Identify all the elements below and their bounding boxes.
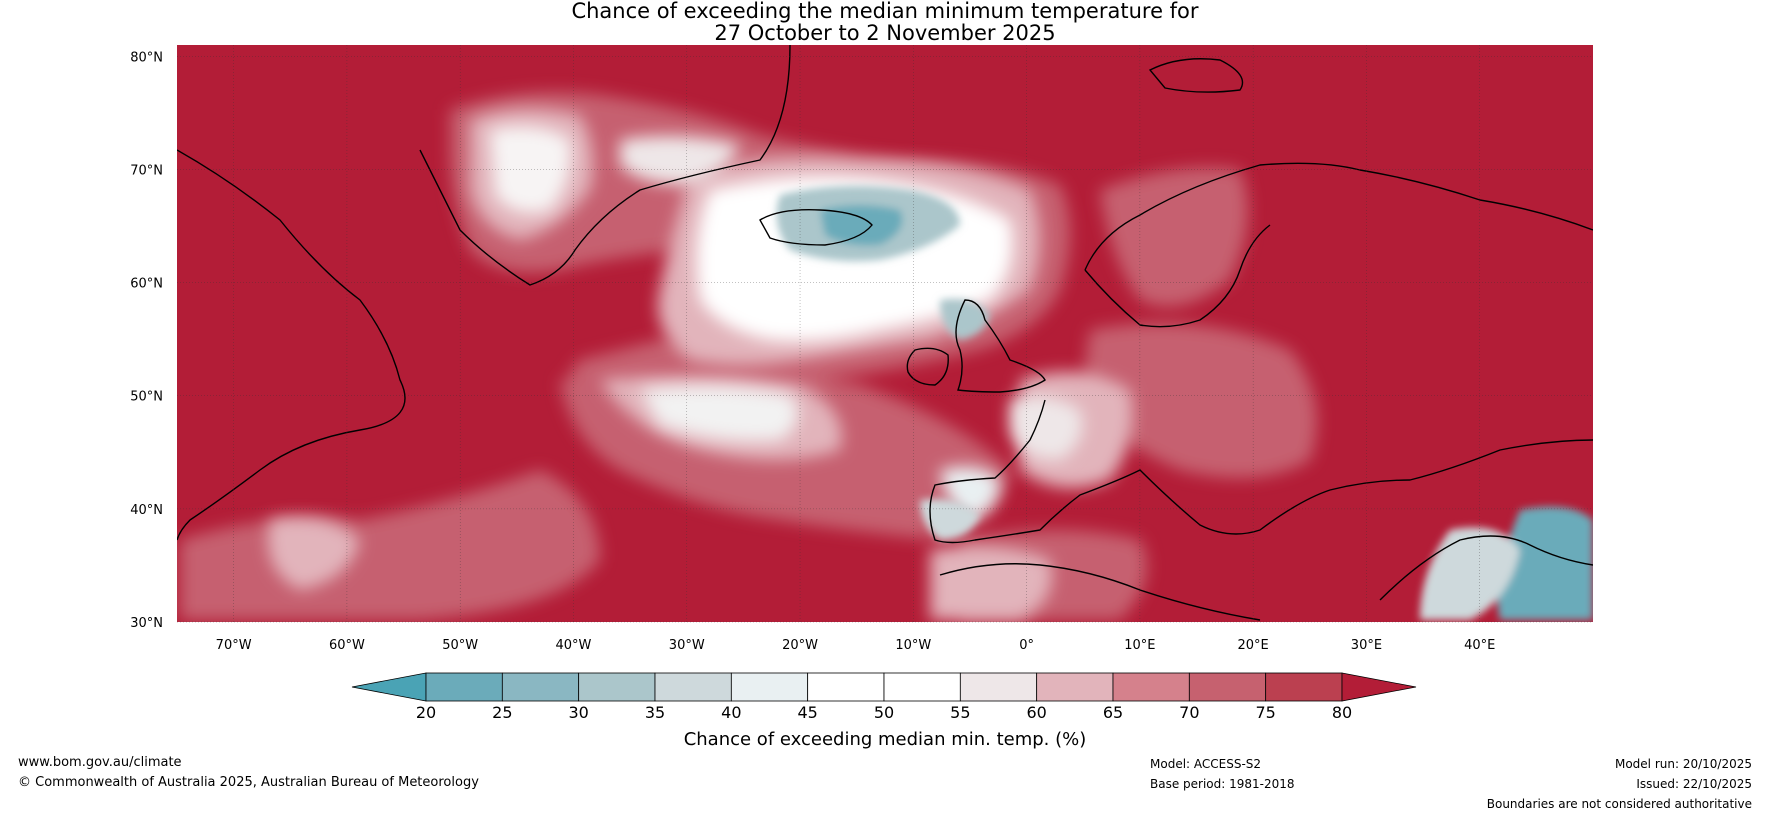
latitude-tick-label: 50°N	[130, 390, 163, 405]
footer-website: www.bom.gov.au/climate	[18, 755, 182, 770]
coastline-ireland	[906, 347, 949, 386]
footer-model: Model: ACCESS-S2	[1150, 757, 1262, 771]
footer-boundaries-note: Boundaries are not considered authoritat…	[1486, 797, 1752, 811]
coastline-eastern-mediterranean	[1379, 535, 1593, 601]
probability-field	[180, 92, 1593, 620]
colorbar-segment	[959, 672, 1038, 702]
coastline-iceland	[759, 209, 873, 246]
colorbar-segment	[501, 672, 580, 702]
footer-copyright: © Commonwealth of Australia 2025, Austra…	[18, 775, 479, 790]
latitude-tick-label: 40°N	[130, 503, 163, 518]
footer-model-run: Model run: 20/10/2025	[1614, 757, 1752, 771]
footer-base-period: Base period: 1981-2018	[1150, 777, 1295, 791]
longitude-tick-label: 40°E	[1464, 638, 1495, 653]
longitude-tick-label: 70°W	[216, 638, 252, 653]
colorbar-segment	[1036, 672, 1114, 702]
map-title-line-1: Chance of exceeding the median minimum t…	[571, 0, 1199, 23]
latitude-tick-label: 60°N	[130, 277, 163, 292]
colorbar-tick-label: 30	[568, 703, 588, 722]
colorbar-segment	[1188, 672, 1267, 702]
colorbar-segment	[425, 672, 503, 702]
colorbar-extend-low	[351, 672, 427, 702]
longitude-labels: 70°W 60°W 50°W 40°W 30°W 20°W 10°W 0° 10°E 20°E 30…	[216, 638, 1496, 653]
longitude-tick-label: 20°W	[782, 638, 818, 653]
coastline-great-britain	[955, 299, 1046, 393]
longitude-tick-label: 20°E	[1238, 638, 1269, 653]
colorbar	[351, 672, 1417, 702]
coastline-greenland	[419, 45, 791, 286]
longitude-tick-label: 10°W	[895, 638, 931, 653]
colorbar-tick-label: 65	[1103, 703, 1123, 722]
colorbar-tick-label: 25	[492, 703, 512, 722]
coastline-scandinavia-south	[1084, 224, 1271, 328]
colorbar-extend-high	[1341, 672, 1417, 702]
colorbar-label: Chance of exceeding median min. temp. (%…	[684, 729, 1087, 750]
colorbar-segment	[883, 672, 961, 702]
colorbar-tick-label: 40	[721, 703, 741, 722]
colorbar-tick-label: 80	[1332, 703, 1352, 722]
longitude-tick-label: 0°	[1019, 638, 1034, 653]
longitude-tick-label: 40°W	[556, 638, 592, 653]
latitude-tick-label: 70°N	[130, 163, 163, 178]
coastline-north-africa	[939, 563, 1261, 621]
gridlines	[177, 45, 1593, 623]
colorbar-tick-label: 20	[416, 703, 436, 722]
longitude-tick-label: 30°W	[669, 638, 705, 653]
colorbar-segment	[654, 672, 732, 702]
latitude-tick-label: 30°N	[130, 616, 163, 631]
colorbar-tick-label: 60	[1026, 703, 1046, 722]
colorbar-tick-label: 75	[1255, 703, 1275, 722]
colorbar-tick-label: 70	[1179, 703, 1199, 722]
colorbar-segment	[730, 672, 809, 702]
coastline-scandinavia-north	[1084, 162, 1593, 271]
colorbar-tick-label: 55	[950, 703, 970, 722]
coastlines	[177, 45, 1593, 621]
colorbar-tick-label: 45	[797, 703, 817, 722]
longitude-tick-label: 30°E	[1351, 638, 1382, 653]
coastline-europe	[929, 399, 1593, 544]
colorbar-tick-label: 50	[874, 703, 894, 722]
longitude-tick-label: 10°E	[1124, 638, 1155, 653]
coastline-north-america	[177, 149, 406, 541]
colorbar-segment	[1112, 672, 1190, 702]
longitude-tick-label: 60°W	[329, 638, 365, 653]
longitude-tick-label: 50°W	[442, 638, 478, 653]
latitude-labels: 80°N 70°N 60°N 50°N 40°N 30°N	[130, 50, 163, 631]
map-title-line-2: 27 October to 2 November 2025	[714, 21, 1056, 45]
coastline-svalbard	[1148, 58, 1244, 93]
footer-issued: Issued: 22/10/2025	[1636, 777, 1752, 791]
latitude-tick-label: 80°N	[130, 50, 163, 65]
colorbar-segment	[1265, 672, 1343, 702]
colorbar-tick-label: 35	[645, 703, 665, 722]
colorbar-tick-labels: 20 25 30 35 40 45 50 55 60 65 70 75 80	[416, 703, 1352, 722]
colorbar-segment	[807, 672, 885, 702]
colorbar-segment	[578, 672, 656, 702]
